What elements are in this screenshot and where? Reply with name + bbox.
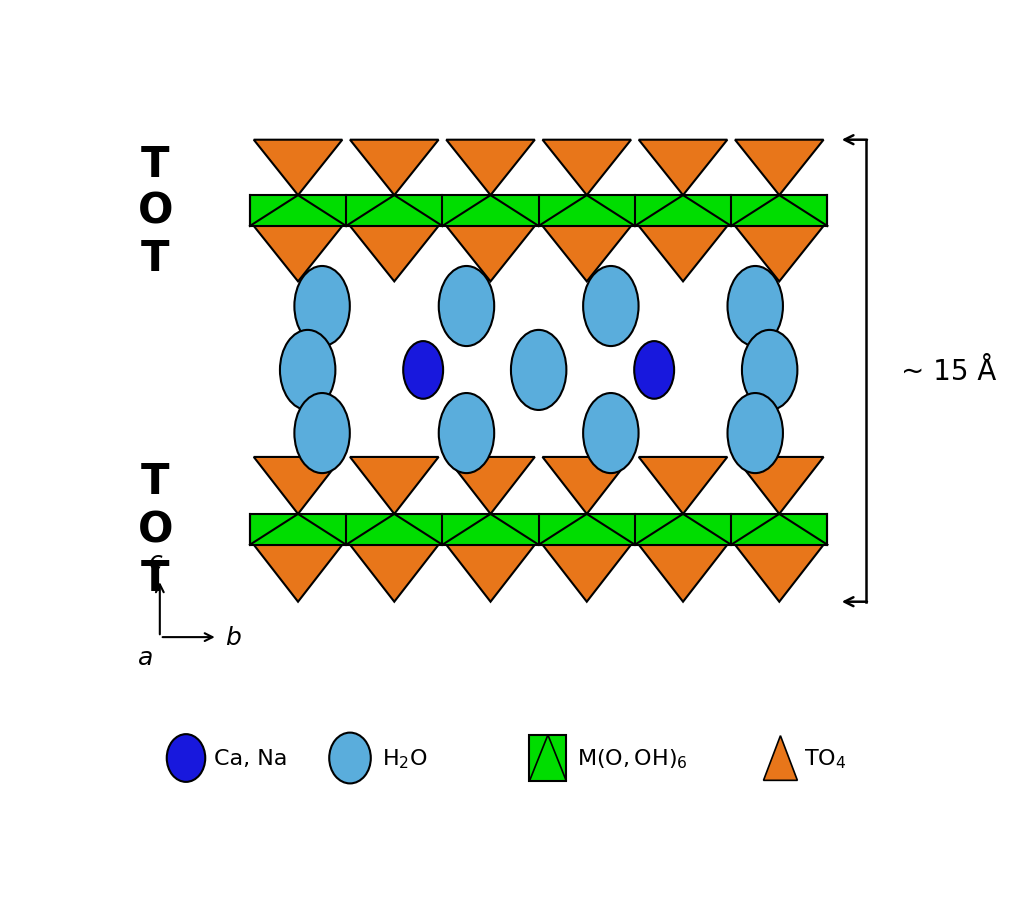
Text: $\mathregular{H_2O}$: $\mathregular{H_2O}$	[382, 746, 427, 770]
Ellipse shape	[330, 732, 371, 784]
Polygon shape	[764, 736, 798, 780]
Polygon shape	[639, 226, 727, 282]
Polygon shape	[543, 141, 631, 196]
Ellipse shape	[511, 330, 566, 410]
Polygon shape	[735, 226, 823, 282]
Text: $\mathregular{TO_4}$: $\mathregular{TO_4}$	[804, 746, 847, 770]
Bar	[529, 735, 566, 781]
Ellipse shape	[438, 267, 495, 346]
Text: $\mathregular{M(O, OH)_6}$: $\mathregular{M(O, OH)_6}$	[578, 746, 688, 770]
Bar	[250, 514, 827, 545]
Ellipse shape	[742, 330, 798, 410]
Ellipse shape	[280, 330, 336, 410]
Text: T: T	[141, 557, 169, 599]
Polygon shape	[254, 141, 342, 196]
Ellipse shape	[634, 342, 674, 400]
Text: b: b	[225, 625, 241, 649]
Polygon shape	[350, 226, 438, 282]
Polygon shape	[254, 545, 342, 602]
Text: T: T	[141, 143, 169, 186]
Polygon shape	[446, 141, 535, 196]
Bar	[250, 196, 827, 226]
Ellipse shape	[167, 734, 205, 782]
Polygon shape	[735, 545, 823, 602]
Ellipse shape	[438, 393, 495, 474]
Ellipse shape	[727, 267, 783, 346]
Polygon shape	[735, 141, 823, 196]
Ellipse shape	[294, 267, 350, 346]
Ellipse shape	[583, 393, 639, 474]
Text: O: O	[137, 190, 173, 233]
Text: T: T	[141, 460, 169, 502]
Text: Ca, Na: Ca, Na	[214, 748, 287, 769]
Polygon shape	[350, 457, 438, 514]
Polygon shape	[254, 457, 342, 514]
Polygon shape	[446, 457, 535, 514]
Polygon shape	[639, 457, 727, 514]
Polygon shape	[639, 141, 727, 196]
Ellipse shape	[583, 267, 639, 346]
Polygon shape	[543, 545, 631, 602]
Polygon shape	[446, 226, 535, 282]
Text: O: O	[137, 509, 173, 551]
Text: T: T	[141, 237, 169, 280]
Text: c: c	[150, 549, 163, 574]
Polygon shape	[350, 141, 438, 196]
Text: ~ 15 Å: ~ 15 Å	[900, 357, 995, 385]
Polygon shape	[446, 545, 535, 602]
Ellipse shape	[403, 342, 443, 400]
Polygon shape	[543, 226, 631, 282]
Polygon shape	[639, 545, 727, 602]
Polygon shape	[735, 457, 823, 514]
Text: a: a	[138, 645, 154, 669]
Ellipse shape	[727, 393, 783, 474]
Polygon shape	[254, 226, 342, 282]
Polygon shape	[350, 545, 438, 602]
Ellipse shape	[294, 393, 350, 474]
Polygon shape	[543, 457, 631, 514]
